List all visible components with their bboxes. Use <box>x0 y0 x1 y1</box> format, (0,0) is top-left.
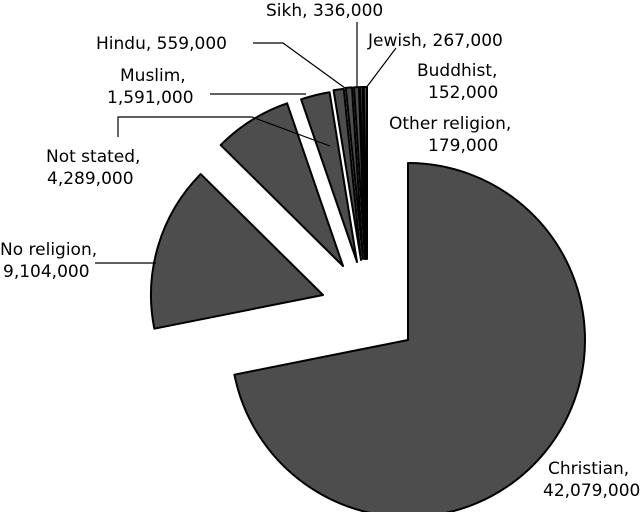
leader-line-jewish <box>365 47 397 89</box>
label-christian-value: 42,079,000 <box>543 481 640 501</box>
label-not-stated: Not stated, <box>46 147 140 167</box>
label-no-religion-value: 9,104,000 <box>3 262 90 282</box>
label-sikh: Sikh, 336,000 <box>266 1 383 21</box>
label-buddhist-value: 152,000 <box>428 83 498 103</box>
label-christian: Christian, <box>548 459 629 479</box>
leader-line-not-stated <box>117 116 331 147</box>
pie-slice-not-stated <box>219 102 344 267</box>
label-other-religion-value: 179,000 <box>428 136 498 156</box>
label-jewish: Jewish, 267,000 <box>367 31 503 51</box>
pie-slice-sikh <box>344 86 364 260</box>
label-muslim: Muslim, <box>120 66 186 86</box>
pie-slice-buddhist <box>358 86 367 260</box>
pie-slice-christian <box>233 162 586 512</box>
label-other-religion: Other religion, <box>389 114 511 134</box>
pie-slice-muslim <box>300 91 358 263</box>
pie-slice-hindu <box>332 87 362 261</box>
leader-line-hindu <box>253 42 346 89</box>
label-no-religion: No religion, <box>0 240 97 260</box>
label-buddhist: Buddhist, <box>417 61 497 81</box>
label-hindu: Hindu, 559,000 <box>96 34 227 54</box>
label-muslim-value: 1,591,000 <box>107 88 194 108</box>
pie-slice-no-religion <box>150 173 324 330</box>
label-not-stated-value: 4,289,000 <box>47 169 134 189</box>
